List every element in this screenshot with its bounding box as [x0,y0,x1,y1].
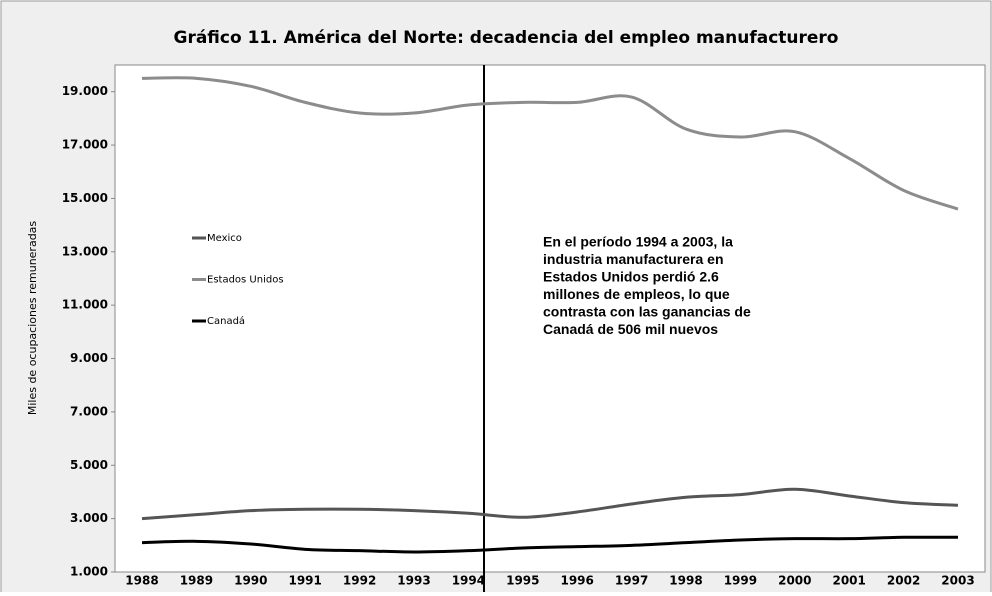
y-tick-label: 11.000 [62,298,108,312]
x-tick-label: 2000 [778,574,811,588]
annotation-line: Estados Unidos perdió 2.6 [543,269,719,285]
y-tick-label: 5.000 [70,458,108,472]
series-line [141,535,959,554]
x-tick-label: 1994 [452,574,485,588]
x-tick-label: 2003 [941,574,974,588]
x-tick-label: 1995 [506,574,539,588]
y-tick-label: 7.000 [70,404,108,418]
x-tick-label: 1988 [125,574,158,588]
y-tick-label: 13.000 [62,244,108,258]
legend-label: Canadá [207,315,245,327]
x-tick-label: 1990 [234,574,267,588]
legend-label: Estados Unidos [207,275,284,286]
x-tick-label: 2001 [832,574,865,588]
x-tick-label: 1991 [288,574,321,588]
plot-area [114,64,986,573]
annotation-line: industria manufacturera en [543,251,724,267]
y-tick-label: 3.000 [70,511,108,525]
chart-title: Gráfico 11. América del Norte: decadenci… [173,28,838,48]
series-line [141,487,959,521]
x-tick-label: 1998 [669,574,702,588]
y-axis-label: Miles de ocupaciones remuneradas [26,221,39,416]
annotation-line: Canadá de 506 mil nuevos [543,321,718,337]
y-tick-label: 17.000 [62,138,108,152]
x-tick-label: 1997 [615,574,648,588]
x-tick-label: 1992 [343,574,376,588]
annotation-line: millones de empleos, lo que [543,286,730,302]
legend-label: Mexico [207,233,242,244]
x-tick-label: 2002 [887,574,920,588]
x-tick-label: 1999 [724,574,757,588]
x-tick-label: 1989 [180,574,213,588]
y-tick-label: 9.000 [70,351,108,365]
x-tick-label: 1993 [397,574,430,588]
y-tick-label: 15.000 [62,191,108,205]
x-tick-label: 1996 [560,574,593,588]
y-tick-label: 19.000 [62,84,108,98]
series-line [141,76,959,211]
annotation-line: contrasta con las ganancias de [543,304,751,320]
y-tick-label: 1.000 [70,565,108,579]
annotation-line: En el período 1994 a 2003, la [543,234,733,250]
